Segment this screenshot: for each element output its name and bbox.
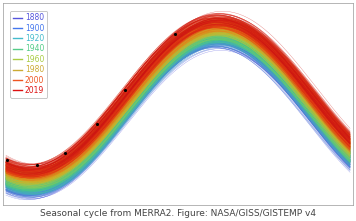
Legend: 1880, 1900, 1920, 1940, 1960, 1980, 2000, 2019: 1880, 1900, 1920, 1940, 1960, 1980, 2000… [10, 11, 47, 98]
X-axis label: Seasonal cycle from MERRA2. Figure: NASA/GISS/GISTEMP v4: Seasonal cycle from MERRA2. Figure: NASA… [40, 209, 316, 218]
